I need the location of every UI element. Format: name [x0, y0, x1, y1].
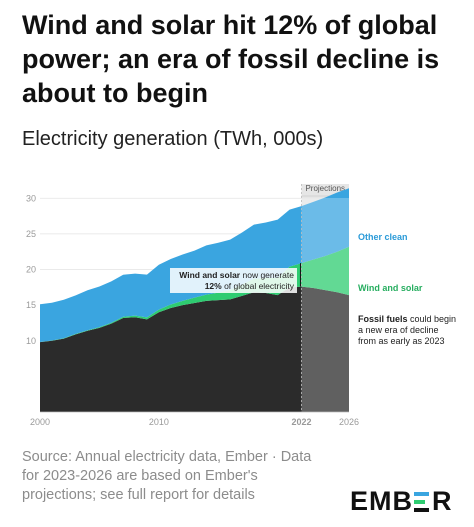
x-tick-label: 2026	[339, 417, 359, 427]
label-fossil-line2: a new era of decline	[358, 325, 439, 335]
area-other-clean	[40, 188, 349, 342]
projection-label: Projections	[305, 184, 345, 193]
x-tick-label: 2022	[291, 417, 311, 427]
annotation-line1: Wind and solar now generate	[179, 270, 294, 280]
label-fossil-line1: Fossil fuels could begin	[358, 314, 456, 324]
annotation-box	[170, 268, 297, 293]
logo-text-right: R	[432, 486, 453, 516]
y-tick-label: 20	[26, 265, 36, 275]
label-fossil-line3: from as early as 2023	[358, 336, 445, 346]
ember-logo: EMB R	[350, 486, 453, 517]
y-tick-label: 25	[26, 229, 36, 239]
logo-e-icon	[414, 491, 431, 513]
annotation-line2: 12% of global electricity	[205, 281, 295, 291]
y-tick-label: 10	[26, 336, 36, 346]
label-wind-solar: Wind and solar	[358, 283, 423, 293]
chart-subtitle: Electricity generation (TWh, 000s)	[22, 128, 324, 150]
label-other-clean: Other clean	[358, 232, 408, 242]
y-tick-label: 30	[26, 193, 36, 203]
projection-overlay	[301, 198, 349, 412]
chart-title: Wind and solar hit 12% of global power; …	[22, 10, 440, 108]
logo-text-left: EMB	[350, 486, 413, 516]
area-fossil-fuels	[40, 286, 349, 412]
x-tick-label: 2000	[30, 417, 50, 427]
source-note: Source: Annual electricity data, Ember ·…	[22, 449, 312, 503]
y-tick-label: 15	[26, 300, 36, 310]
chart-svg: Projections 10 15 20 25 30 2000 2010 2022 2026 Oth…	[26, 184, 456, 427]
x-tick-label: 2010	[149, 417, 169, 427]
